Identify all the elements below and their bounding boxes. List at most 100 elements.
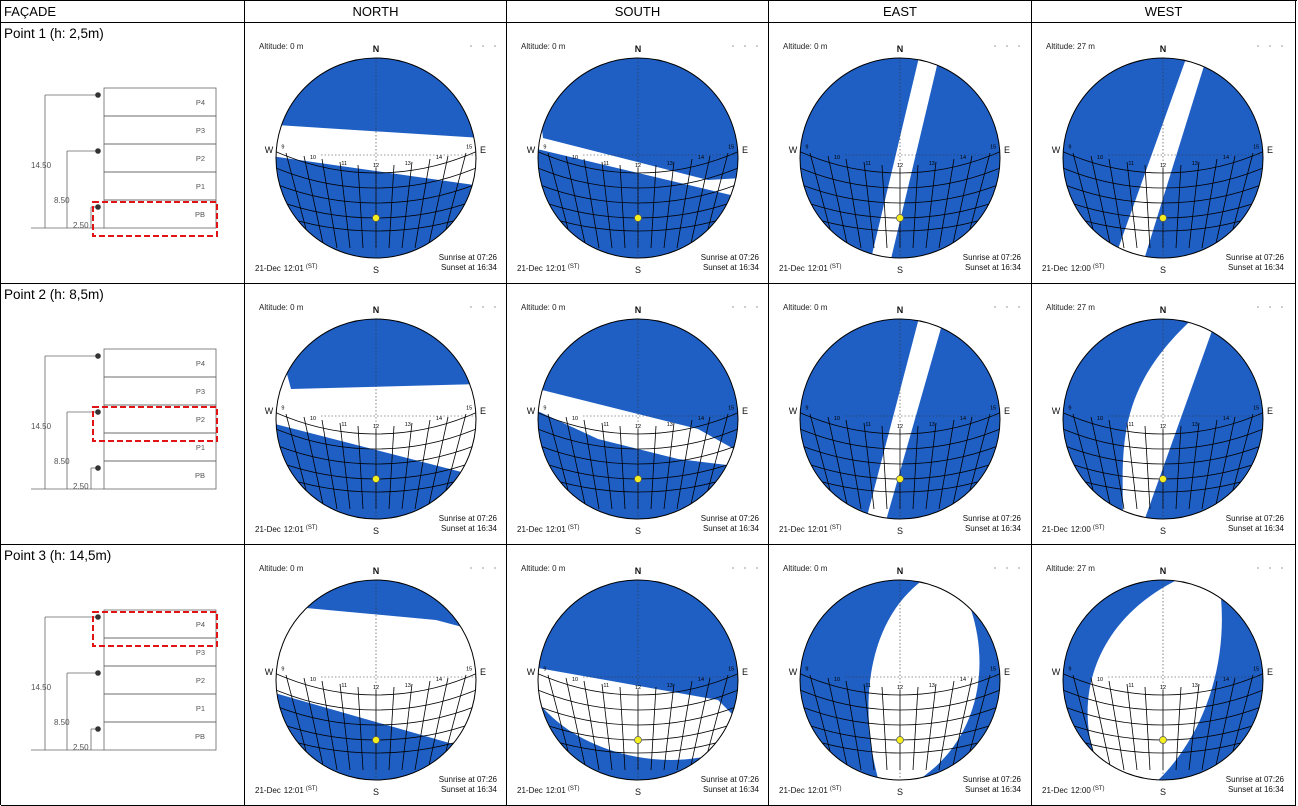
hour-label: 10 <box>310 677 316 683</box>
compass-n-label: N <box>1160 44 1167 54</box>
point-label: Point 2 (h: 8,5m) <box>4 287 104 302</box>
hour-label: 9 <box>543 667 546 673</box>
hour-label: 14 <box>436 155 442 161</box>
hour-label: 8 <box>515 653 518 659</box>
corner-dot <box>1281 45 1283 47</box>
altitude-label: Altitude: 0 m <box>783 303 828 312</box>
corner-dot <box>494 45 496 47</box>
floor-label: P3 <box>196 126 205 135</box>
hour-label: 16 <box>495 131 501 137</box>
compass-n-label: N <box>897 44 904 54</box>
hour-label: 9 <box>1068 406 1071 412</box>
hour-label: 11 <box>865 683 871 689</box>
hour-label: 13 <box>667 161 673 167</box>
altitude-label: Altitude: 27 m <box>1046 303 1095 312</box>
dimension-label: 14.50 <box>31 161 52 170</box>
hour-label: 14 <box>436 677 442 683</box>
corner-dot <box>1269 567 1271 569</box>
compass-s-label: S <box>373 787 379 797</box>
hour-label: 12 <box>1160 424 1166 430</box>
hour-label: 11 <box>341 683 347 689</box>
hour-label: 10 <box>572 677 578 683</box>
highlighted-floor-box <box>92 406 218 442</box>
corner-dot <box>470 567 472 569</box>
hour-label: 14 <box>960 677 966 683</box>
sunrise-label: Sunrise at 07:26 <box>963 253 1022 262</box>
highlighted-floor-box <box>92 611 218 647</box>
hour-label: 8 <box>777 131 780 137</box>
hour-label: 10 <box>834 416 840 422</box>
hour-label: 8 <box>515 392 518 398</box>
hour-label: 11 <box>603 683 609 689</box>
hour-label: 16 <box>495 653 501 659</box>
building-section-drawing: P4 P3 P2 P1 PB 14.50 8.50 2.50 <box>31 609 218 752</box>
hour-label: 14 <box>960 416 966 422</box>
diagram-cell-north: Altitude: 0 m N S E W 8 9 10 11 12 13 14 15 16 21-Dec 1… <box>245 284 507 545</box>
corner-dot <box>732 306 734 308</box>
hour-label: 9 <box>805 667 808 673</box>
date-time-label: 21-Dec 12:01 (ST) <box>779 525 842 534</box>
building-section-drawing: P4 P3 P2 P1 PB 14.50 8.50 2.50 <box>31 348 218 491</box>
hour-label: 11 <box>865 422 871 428</box>
hour-label: 12 <box>373 163 379 169</box>
compass-n-label: N <box>635 44 642 54</box>
hour-label: 13 <box>929 161 935 167</box>
corner-dot <box>1281 567 1283 569</box>
hour-label: 15 <box>728 145 734 151</box>
dimension-label: 8.50 <box>54 196 70 205</box>
corner-dot <box>1257 567 1259 569</box>
compass-s-label: S <box>897 265 903 275</box>
altitude-label: Altitude: 0 m <box>259 564 304 573</box>
corner-dot <box>1006 306 1008 308</box>
hour-label: 10 <box>310 155 316 161</box>
diagram-cell-east: Altitude: 0 m N S E W 8 9 10 11 12 13 14 15 16 21-Dec 1… <box>769 545 1032 806</box>
dimension-label: 8.50 <box>54 718 70 727</box>
hour-label: 9 <box>805 145 808 151</box>
measurement-point <box>95 204 101 210</box>
hour-label: 16 <box>1282 653 1288 659</box>
sunrise-label: Sunrise at 07:26 <box>701 775 760 784</box>
measurement-point <box>95 353 101 359</box>
sunset-label: Sunset at 16:34 <box>965 785 1022 794</box>
hour-label: 16 <box>1019 131 1025 137</box>
corner-dot <box>494 306 496 308</box>
sky-dome-outline <box>1062 57 1264 259</box>
hour-label: 10 <box>834 677 840 683</box>
hour-label: 16 <box>1282 392 1288 398</box>
hour-label: 11 <box>603 422 609 428</box>
hour-label: 12 <box>373 685 379 691</box>
compass-e-label: E <box>1267 406 1273 416</box>
facade-header: FAÇADE <box>1 1 245 23</box>
sunrise-label: Sunrise at 07:26 <box>963 775 1022 784</box>
hour-label: 13 <box>667 422 673 428</box>
hour-label: 16 <box>757 653 763 659</box>
measurement-point <box>95 409 101 415</box>
hour-label: 14 <box>698 677 704 683</box>
hour-label: 8 <box>777 392 780 398</box>
sky-dome-outline <box>799 318 1001 520</box>
sky-dome-outline <box>537 57 739 259</box>
hour-label: 9 <box>543 406 546 412</box>
hour-label: 15 <box>990 667 996 673</box>
facade-cell: P4 P3 P2 P1 PB 14.50 8.50 2.50 Point 3 (h: 14,5m… <box>1 545 245 806</box>
compass-n-label: N <box>635 566 642 576</box>
hour-label: 15 <box>1253 145 1259 151</box>
sky-dome-outline <box>275 579 477 781</box>
floor-label: P2 <box>196 676 205 685</box>
compass-w-label: W <box>1052 667 1061 677</box>
point-label: Point 3 (h: 14,5m) <box>4 548 112 563</box>
hour-label: 15 <box>1253 406 1259 412</box>
compass-e-label: E <box>1267 145 1273 155</box>
orientation-header-south: SOUTH <box>507 1 769 23</box>
hour-label: 10 <box>1097 416 1103 422</box>
hour-label: 13 <box>667 683 673 689</box>
sunrise-label: Sunrise at 07:26 <box>439 253 498 262</box>
hour-label: 10 <box>572 416 578 422</box>
compass-s-label: S <box>1160 526 1166 536</box>
sunset-label: Sunset at 16:34 <box>703 263 760 272</box>
highlighted-floor-box <box>92 201 218 237</box>
dimension-label: 2.50 <box>73 221 89 230</box>
sun-path-diagram: Altitude: 0 m N S E W 8 9 10 11 12 13 14 15 16 21-Dec 1… <box>255 42 501 275</box>
hour-label: 16 <box>1019 653 1025 659</box>
compass-s-label: S <box>897 526 903 536</box>
